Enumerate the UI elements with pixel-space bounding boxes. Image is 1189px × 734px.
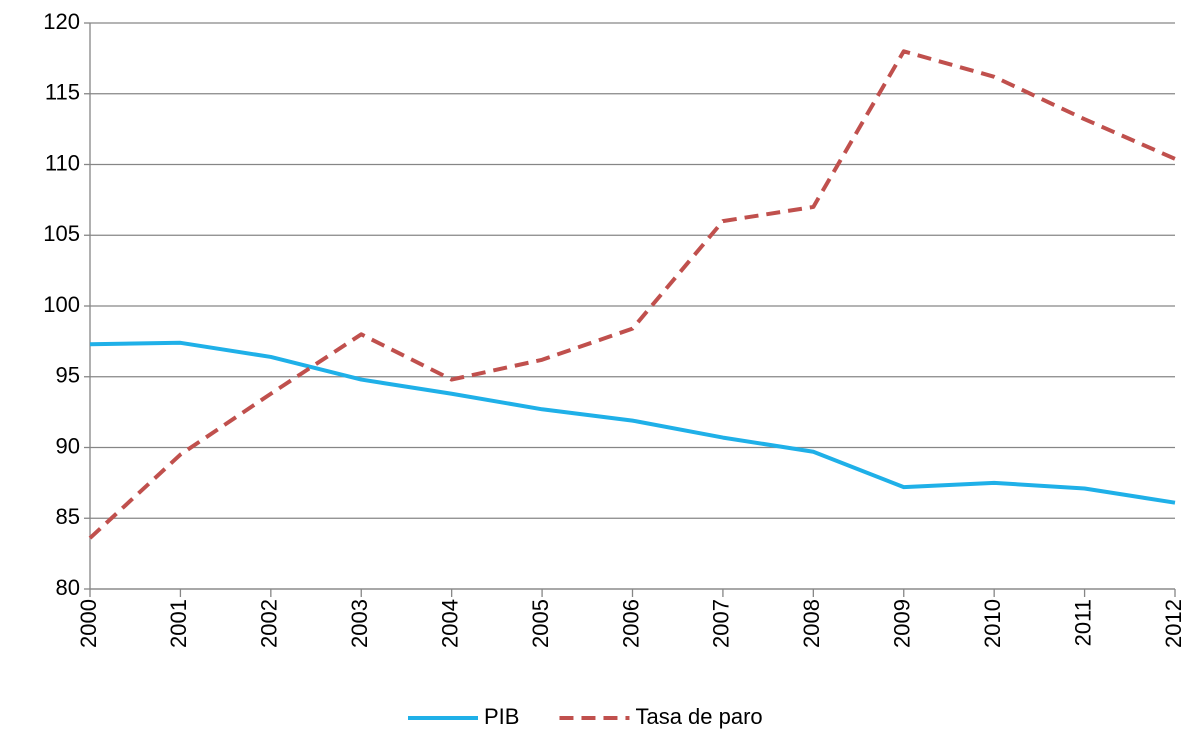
x-tick-label: 2012 [1161,599,1186,648]
y-tick-label: 120 [43,9,80,34]
y-tick-label: 110 [45,150,80,175]
x-tick-label: 2009 [890,599,915,648]
legend: PIB Tasa de paro [408,704,763,729]
x-tick-label: 2008 [799,599,824,648]
y-tick-label: 95 [56,363,80,388]
x-tick-label: 2003 [347,599,372,648]
y-tick-label: 115 [45,80,80,105]
x-tick-label: 2011 [1070,599,1095,646]
x-tick-label: 2004 [437,599,462,648]
x-tick-label: 2010 [980,599,1005,648]
legend-label: Tasa de paro [635,704,762,729]
x-tick-label: 2002 [257,599,282,648]
y-tick-label: 85 [56,504,80,529]
legend-label: PIB [484,704,519,729]
y-tick-label: 80 [56,575,80,600]
y-tick-label: 100 [43,292,80,317]
series-line [88,49,1176,540]
x-tick-label: 2001 [166,599,191,648]
x-tick-label: 2006 [618,599,643,648]
y-tick-label: 105 [43,221,80,246]
x-tick-label: 2000 [76,599,101,648]
x-tick-label: 2005 [528,599,553,648]
x-tick-label: 2007 [709,599,734,648]
y-tick-label: 90 [56,433,80,458]
series-line [89,340,1176,505]
